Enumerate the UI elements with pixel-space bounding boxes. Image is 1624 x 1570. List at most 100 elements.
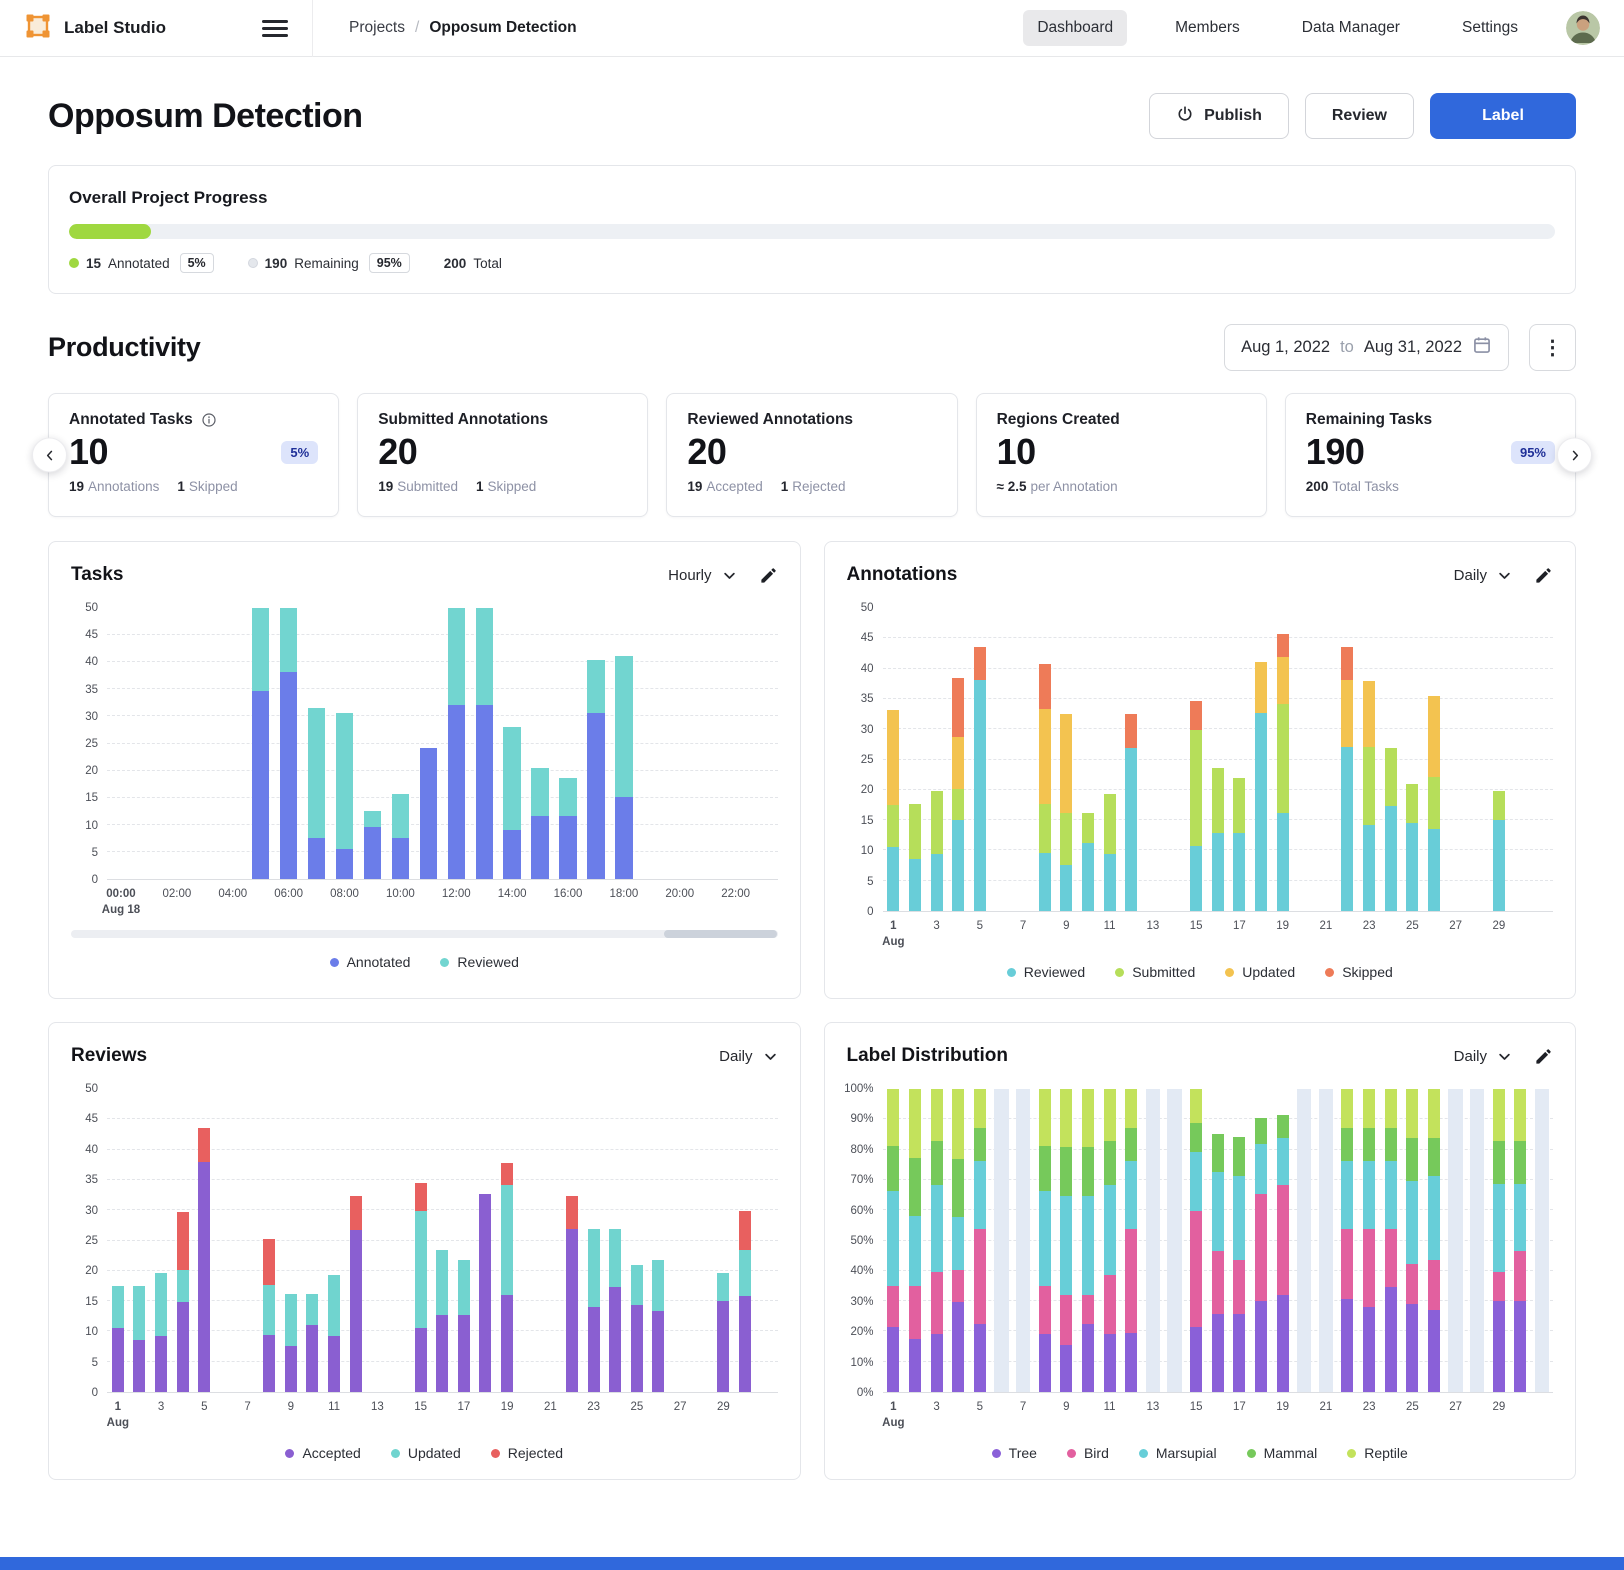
legend-item-bird[interactable]: Bird — [1066, 1445, 1109, 1461]
nav-tab-dashboard[interactable]: Dashboard — [1023, 10, 1128, 46]
chart-slot — [1120, 608, 1142, 911]
empty-bar — [1318, 1089, 1334, 1392]
bar — [503, 726, 521, 879]
bar-segment-updated — [176, 1270, 189, 1303]
bar-segment-updated — [1427, 695, 1440, 778]
legend-item-updated[interactable]: Updated — [390, 1445, 461, 1461]
bar-segment-submitted — [1363, 747, 1375, 826]
bar — [1081, 1089, 1094, 1392]
bar-segment-updated — [1341, 679, 1354, 747]
bar-segment-accepted — [630, 1305, 643, 1392]
legend-item-tree[interactable]: Tree — [991, 1445, 1037, 1461]
publish-button[interactable]: Publish — [1149, 93, 1289, 139]
date-range-picker[interactable]: Aug 1, 2022 to Aug 31, 2022 — [1224, 324, 1509, 371]
bar-segment-annotated — [503, 830, 521, 879]
bar-segment-annotated — [307, 838, 326, 879]
bar-segment-updated — [263, 1285, 276, 1335]
more-options-button[interactable]: ⋮ — [1529, 324, 1576, 371]
legend-item-mammal[interactable]: Mammal — [1246, 1445, 1317, 1461]
edit-chart-button[interactable] — [1534, 1047, 1553, 1066]
legend-item-marsupial[interactable]: Marsupial — [1138, 1445, 1217, 1461]
interval-select[interactable]: Daily — [719, 1048, 777, 1065]
stat-value: 20 — [687, 431, 727, 472]
legend-item-submitted[interactable]: Submitted — [1115, 964, 1195, 980]
bar-segment-skipped — [1038, 663, 1051, 710]
bar-segment-skipped — [973, 646, 986, 680]
chart-slot — [1185, 608, 1207, 911]
bar — [111, 1285, 124, 1392]
bar — [1406, 1089, 1419, 1392]
legend-item-accepted[interactable]: Accepted — [285, 1445, 361, 1461]
edit-chart-button[interactable] — [759, 566, 778, 585]
bar-segment-reptile — [952, 1089, 965, 1160]
review-button[interactable]: Review — [1304, 93, 1414, 139]
legend-dot-icon — [390, 1448, 400, 1458]
scrollbar-thumb[interactable] — [664, 930, 778, 938]
menu-hamburger-icon[interactable] — [262, 18, 288, 38]
edit-chart-button[interactable] — [1534, 566, 1553, 585]
progress-legend-total: 200 Total — [443, 255, 502, 271]
chart-title: Tasks — [71, 564, 124, 585]
info-icon[interactable] — [201, 412, 217, 428]
stats-scroll-right-button[interactable] — [1557, 437, 1592, 473]
chart-slot — [1315, 1089, 1337, 1392]
bar — [447, 608, 465, 879]
legend-item-skipped[interactable]: Skipped — [1325, 964, 1393, 980]
interval-select[interactable]: Daily — [1454, 567, 1512, 584]
bar-segment-bird — [1406, 1264, 1419, 1304]
chart-slot — [410, 1089, 432, 1392]
bar-segment-reviewed — [1103, 854, 1116, 911]
bar-segment-submitted — [1211, 768, 1224, 834]
nav-tab-members[interactable]: Members — [1161, 10, 1254, 46]
interval-select[interactable]: Hourly — [668, 567, 736, 584]
chart-slot — [414, 608, 442, 879]
legend-item-reviewed[interactable]: Reviewed — [1006, 964, 1085, 980]
bar-segment-mammal — [887, 1145, 900, 1192]
bar — [279, 608, 298, 879]
chart-slot — [1099, 608, 1121, 911]
stats-scroll-left-button[interactable] — [32, 437, 67, 473]
legend-item-annotated[interactable]: Annotated — [329, 954, 410, 970]
chart-slot — [1250, 1089, 1272, 1392]
bar-segment-skipped — [1276, 634, 1289, 658]
legend-dot-icon — [991, 1448, 1001, 1458]
bar — [1233, 1136, 1246, 1392]
bar-segment-reviewed — [1363, 825, 1375, 911]
breadcrumb-projects[interactable]: Projects — [349, 19, 405, 36]
chart-slot — [904, 608, 926, 911]
bar-segment-submitted — [1081, 812, 1094, 843]
stat-subtext: 19 Accepted 1 Rejected — [687, 479, 846, 494]
empty-bar — [1145, 1089, 1161, 1392]
chart-slot — [1077, 1089, 1099, 1392]
bar-segment-updated — [630, 1264, 643, 1306]
bar — [1406, 783, 1419, 911]
bar-segment-accepted — [306, 1324, 319, 1392]
user-avatar[interactable] — [1566, 11, 1600, 45]
bar-segment-rejected — [263, 1238, 276, 1286]
chart-slot — [1488, 1089, 1510, 1392]
chart-slot — [1012, 1089, 1034, 1392]
chart-slot — [1207, 1089, 1229, 1392]
legend-item-rejected[interactable]: Rejected — [490, 1445, 563, 1461]
chart-horizontal-scrollbar[interactable] — [71, 930, 778, 938]
bar-segment-marsupial — [1211, 1171, 1224, 1251]
legend-item-reptile[interactable]: Reptile — [1347, 1445, 1408, 1461]
nav-tab-data-manager[interactable]: Data Manager — [1288, 10, 1414, 46]
progress-legend-remaining: 190 Remaining 95% — [247, 253, 410, 273]
brand[interactable]: Label Studio — [24, 12, 166, 45]
label-button[interactable]: Label — [1430, 93, 1576, 139]
bar-segment-reptile — [1081, 1089, 1094, 1148]
chevron-down-icon — [1497, 568, 1512, 583]
bar-segment-accepted — [133, 1340, 146, 1392]
bar — [652, 1260, 665, 1392]
legend-item-updated[interactable]: Updated — [1225, 964, 1295, 980]
chart-slot — [1315, 608, 1337, 911]
legend-item-reviewed[interactable]: Reviewed — [440, 954, 519, 970]
bar-segment-marsupial — [908, 1215, 921, 1286]
bar-segment-reptile — [1341, 1089, 1354, 1128]
bar — [328, 1275, 340, 1392]
bar-segment-mammal — [1125, 1127, 1138, 1161]
nav-tab-settings[interactable]: Settings — [1448, 10, 1532, 46]
bar — [263, 1238, 276, 1392]
interval-select[interactable]: Daily — [1454, 1048, 1512, 1065]
